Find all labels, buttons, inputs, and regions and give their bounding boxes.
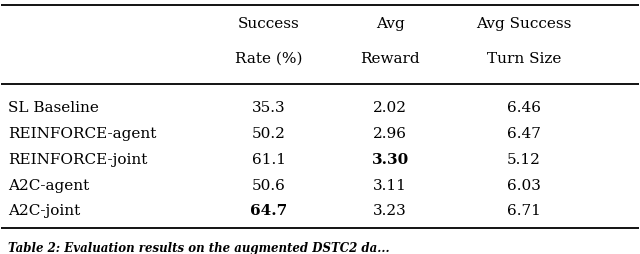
Text: 3.23: 3.23	[373, 204, 407, 217]
Text: Success: Success	[238, 17, 300, 31]
Text: 3.11: 3.11	[373, 178, 407, 192]
Text: 5.12: 5.12	[507, 152, 541, 166]
Text: 50.2: 50.2	[252, 126, 286, 140]
Text: Reward: Reward	[360, 52, 420, 66]
Text: 6.46: 6.46	[507, 101, 541, 115]
Text: REINFORCE-agent: REINFORCE-agent	[8, 126, 156, 140]
Text: 6.03: 6.03	[507, 178, 541, 192]
Text: 3.30: 3.30	[371, 152, 409, 166]
Text: 2.96: 2.96	[373, 126, 407, 140]
Text: REINFORCE-joint: REINFORCE-joint	[8, 152, 147, 166]
Text: 64.7: 64.7	[250, 204, 287, 217]
Text: 6.71: 6.71	[507, 204, 541, 217]
Text: A2C-agent: A2C-agent	[8, 178, 89, 192]
Text: 35.3: 35.3	[252, 101, 286, 115]
Text: 50.6: 50.6	[252, 178, 286, 192]
Text: Table 2: Evaluation results on the augmented DSTC2 da...: Table 2: Evaluation results on the augme…	[8, 241, 389, 254]
Text: A2C-joint: A2C-joint	[8, 204, 80, 217]
Text: 61.1: 61.1	[252, 152, 286, 166]
Text: Avg Success: Avg Success	[476, 17, 572, 31]
Text: 2.02: 2.02	[373, 101, 407, 115]
Text: 6.47: 6.47	[507, 126, 541, 140]
Text: Turn Size: Turn Size	[487, 52, 561, 66]
Text: Avg: Avg	[376, 17, 404, 31]
Text: Rate (%): Rate (%)	[236, 52, 303, 66]
Text: SL Baseline: SL Baseline	[8, 101, 99, 115]
